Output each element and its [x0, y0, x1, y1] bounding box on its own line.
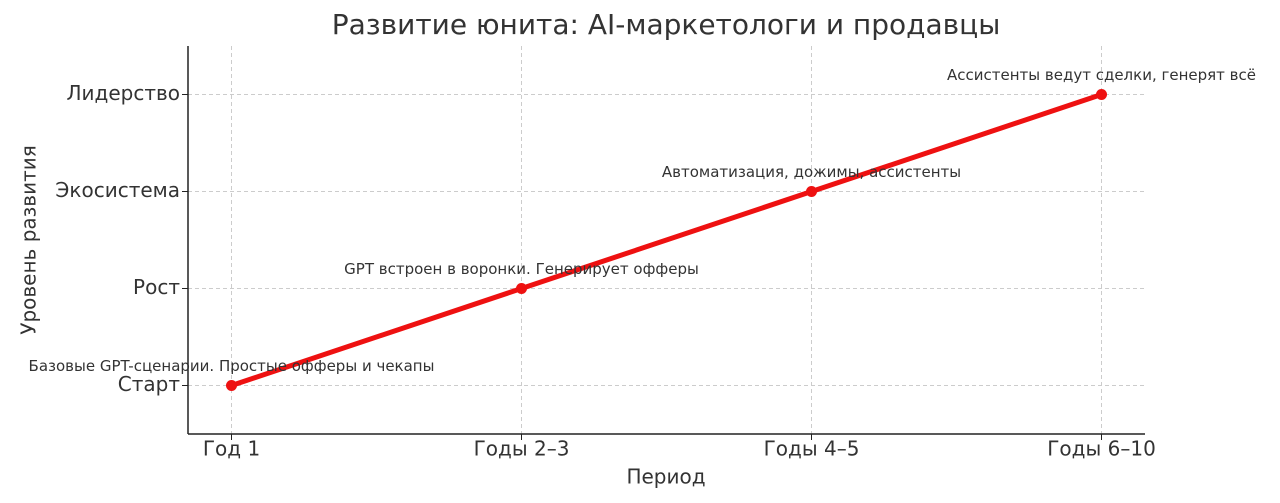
point	[806, 186, 817, 197]
point	[226, 380, 237, 391]
y-tick-label: Экосистема	[55, 178, 180, 202]
chart-title: Развитие юнита: AI-маркетологи и продавц…	[332, 8, 1001, 41]
x-tick-label: Годы 2–3	[474, 437, 570, 461]
y-tick-label: Лидерство	[66, 81, 180, 105]
x-tick-label: Год 1	[203, 437, 260, 461]
annotation: Автоматизация, дожимы, ассистенты	[662, 163, 961, 181]
y-tick-label: Старт	[118, 372, 181, 396]
y-axis-label: Уровень развития	[17, 145, 41, 334]
annotation: Ассистенты ведут сделки, генерят всё	[947, 66, 1256, 84]
line	[230, 92, 1103, 388]
annotation: Базовые GPT-сценарии. Простые офферы и ч…	[29, 357, 435, 375]
x-axis-label: Период	[626, 465, 705, 489]
annotation: GPT встроен в воронки. Генерирует офферы	[344, 260, 699, 278]
y-tick-label: Рост	[133, 275, 180, 299]
x-tick-label: Годы 6–10	[1047, 437, 1156, 461]
point	[516, 283, 527, 294]
point	[1096, 89, 1107, 100]
x-tick-label: Годы 4–5	[764, 437, 860, 461]
